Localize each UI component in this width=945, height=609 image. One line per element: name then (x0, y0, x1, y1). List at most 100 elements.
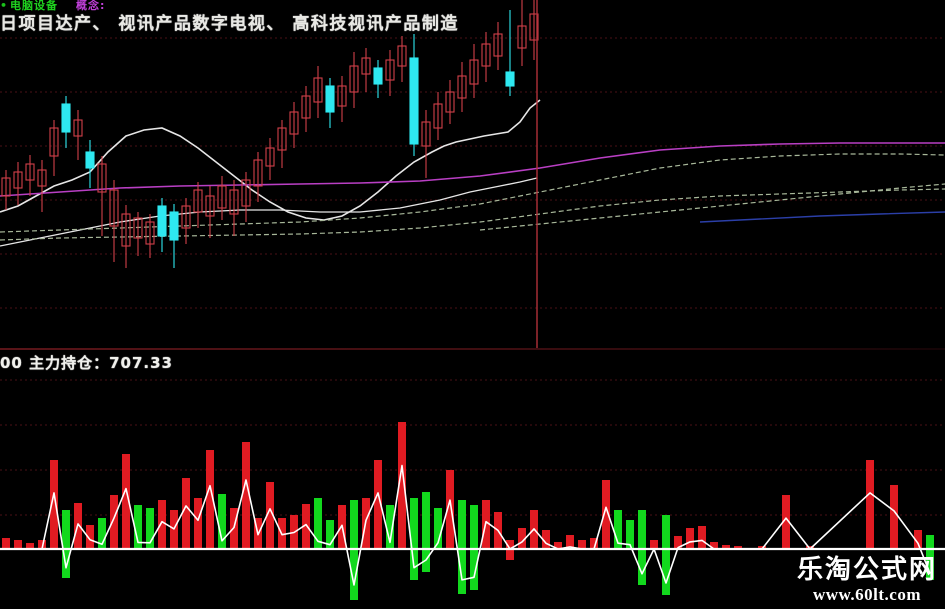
indicator-bar (182, 478, 190, 549)
indicator-bar (110, 495, 118, 549)
candle (313, 66, 323, 118)
candle (397, 36, 407, 82)
price-chart-panel[interactable] (0, 0, 945, 348)
candle (469, 44, 479, 98)
indicator-bar (890, 485, 898, 549)
indicator-bar (50, 460, 58, 549)
indicator-bar (926, 535, 934, 580)
candle (445, 80, 455, 124)
indicator-title: 00 主力持仓：707.33 (0, 354, 173, 372)
indicator-bar (578, 540, 586, 549)
indicator-zigzag-line (6, 464, 931, 586)
indicator-bar (554, 542, 562, 549)
indicator-bar (650, 540, 658, 549)
indicator-bar (302, 504, 310, 549)
indicator-bar (590, 538, 598, 549)
indicator-bar (710, 542, 718, 549)
ma-line (0, 177, 538, 247)
indicator-bar (314, 498, 322, 549)
candle (361, 48, 371, 92)
candle (289, 102, 299, 148)
indicator-bar (398, 422, 406, 549)
candle (433, 92, 443, 140)
headline-text: 日项目达产、 视讯产品数字电视、 高科技视讯产品制造 (0, 14, 459, 34)
indicator-bar (806, 546, 814, 549)
indicator-bar (686, 528, 694, 549)
indicator-bar (674, 536, 682, 549)
candle (229, 180, 239, 236)
candle (481, 32, 491, 82)
indicator-bar (146, 508, 154, 549)
indicator-chart-panel[interactable]: 00 主力持仓：707.33 (0, 350, 945, 609)
candle (193, 182, 203, 228)
candle (169, 204, 179, 268)
candle (73, 110, 83, 160)
indicator-bar (326, 520, 334, 549)
indicator-bar (866, 460, 874, 549)
candle (337, 76, 347, 122)
indicator-bar (26, 543, 34, 549)
indicator-bar (386, 505, 394, 549)
candle (13, 162, 23, 205)
candle (49, 120, 59, 176)
candle (1, 170, 11, 210)
indicator-bar (662, 515, 670, 595)
candle (265, 138, 275, 180)
indicator-bar (86, 525, 94, 549)
candle (97, 156, 107, 236)
candle (25, 155, 35, 196)
panel-divider (0, 348, 945, 350)
candle (517, 0, 527, 66)
candle (109, 180, 119, 262)
candle (409, 34, 419, 156)
ma-line (699, 211, 945, 223)
candle (37, 160, 47, 212)
candle (385, 50, 395, 96)
indicator-bar (638, 510, 646, 585)
candle (241, 172, 251, 222)
candle (277, 120, 287, 168)
indicator-bar (14, 540, 22, 549)
indicator-bar (38, 540, 46, 549)
indicator-bar (134, 505, 142, 549)
indicator-bar (422, 492, 430, 572)
candle (157, 198, 167, 252)
bullet-icon: • (0, 0, 8, 12)
indicator-bar (122, 454, 130, 549)
candle (493, 22, 503, 70)
indicator-bar (2, 538, 10, 549)
indicator-bar (602, 480, 610, 549)
candle (85, 140, 95, 188)
candle (325, 78, 335, 128)
candle (349, 52, 359, 108)
ma-line (0, 99, 541, 221)
candle (145, 214, 155, 258)
indicator-bar (98, 518, 106, 549)
candle (301, 86, 311, 132)
indicator-bar (722, 545, 730, 549)
sector-label: 电脑设备 (10, 0, 58, 12)
indicator-bar (470, 505, 478, 590)
price-chart-canvas[interactable] (0, 0, 945, 348)
ma-line (0, 142, 945, 197)
candle (457, 62, 467, 112)
indicator-bar (446, 470, 454, 549)
indicator-bar (206, 450, 214, 549)
indicator-bar (194, 498, 202, 549)
concept-label: 概念: (76, 0, 106, 12)
indicator-bar (434, 508, 442, 549)
indicator-bar (914, 530, 922, 549)
candle (181, 198, 191, 244)
indicator-bar (734, 546, 742, 549)
candle (529, 0, 539, 60)
sector-concept-row: • 电脑设备 概念: (0, 0, 945, 12)
candle (205, 186, 215, 238)
indicator-bar (758, 546, 766, 549)
candle (61, 96, 71, 148)
ma-line (479, 183, 945, 231)
indicator-bar (782, 495, 790, 549)
candle (121, 205, 131, 268)
indicator-chart-canvas[interactable] (0, 350, 945, 609)
indicator-bar (458, 500, 466, 594)
